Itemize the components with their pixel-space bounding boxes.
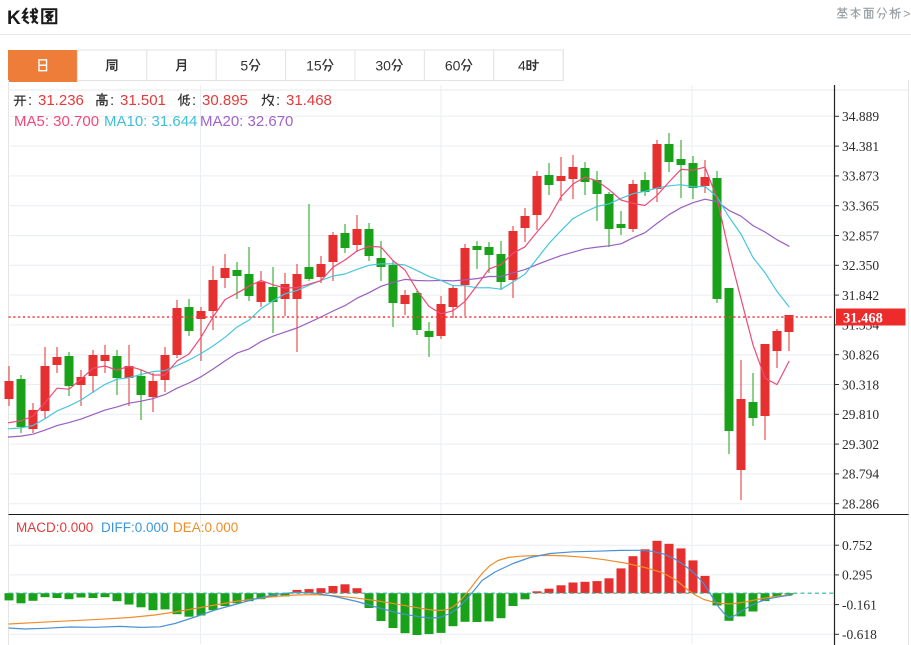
svg-text:MA10: 31.644: MA10: 31.644	[104, 113, 197, 130]
svg-text:60: 60	[445, 58, 461, 74]
svg-text:31.236: 31.236	[38, 92, 84, 109]
svg-text::: :	[192, 92, 196, 109]
svg-text:MACD:0.000: MACD:0.000	[16, 520, 93, 535]
svg-text:29.302: 29.302	[842, 437, 879, 452]
svg-text:4: 4	[518, 58, 526, 74]
svg-text:30: 30	[375, 58, 391, 74]
svg-text:34.889: 34.889	[842, 109, 879, 124]
svg-text:K: K	[7, 8, 21, 29]
svg-text:-0.161: -0.161	[842, 597, 877, 612]
svg-text:MA5: 30.700: MA5: 30.700	[14, 113, 99, 130]
svg-text:MA20: 32.670: MA20: 32.670	[200, 113, 293, 130]
svg-text:31.842: 31.842	[842, 288, 879, 303]
svg-text:28.286: 28.286	[842, 497, 879, 512]
svg-text:30.826: 30.826	[842, 348, 879, 363]
svg-text:31.468: 31.468	[843, 311, 883, 327]
svg-text:34.381: 34.381	[842, 139, 879, 154]
svg-text:32.857: 32.857	[842, 228, 879, 243]
svg-text:31.501: 31.501	[120, 92, 166, 109]
svg-text:DIFF:0.000: DIFF:0.000	[101, 520, 169, 535]
svg-text:0.752: 0.752	[842, 538, 872, 553]
svg-text:0.295: 0.295	[842, 568, 873, 583]
svg-text:33.873: 33.873	[842, 169, 879, 184]
svg-text:15: 15	[306, 58, 322, 74]
svg-text:32.350: 32.350	[842, 258, 879, 273]
svg-text:30.895: 30.895	[202, 92, 248, 109]
svg-text:33.365: 33.365	[842, 199, 879, 214]
svg-text::: :	[276, 92, 280, 109]
svg-text:30.318: 30.318	[842, 377, 879, 392]
svg-text:31.468: 31.468	[286, 92, 332, 109]
svg-text:28.794: 28.794	[842, 467, 879, 482]
svg-text:29.810: 29.810	[842, 407, 879, 422]
svg-text:>: >	[903, 6, 911, 21]
svg-text:-0.618: -0.618	[842, 627, 877, 642]
svg-text:DEA:0.000: DEA:0.000	[173, 520, 238, 535]
svg-text::: :	[28, 92, 32, 109]
svg-text::: :	[110, 92, 114, 109]
svg-text:5: 5	[240, 58, 248, 74]
